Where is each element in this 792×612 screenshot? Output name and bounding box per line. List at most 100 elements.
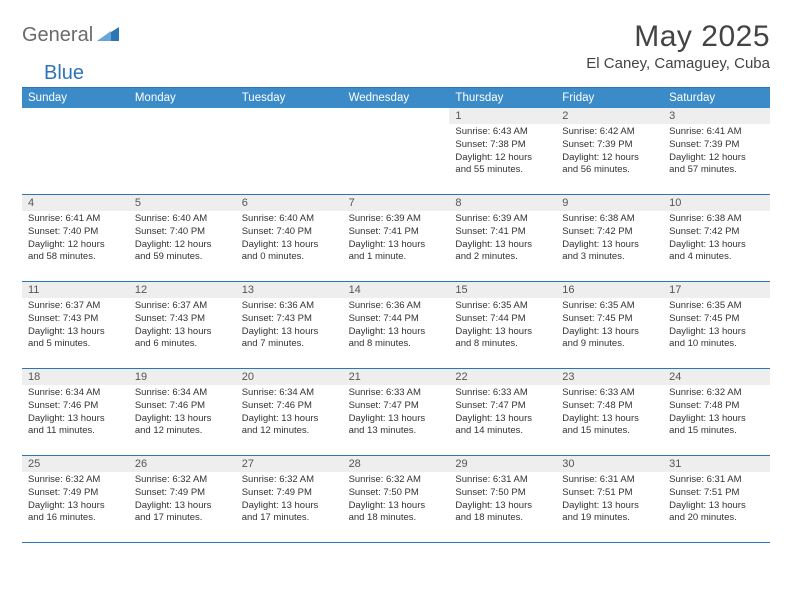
calendar-cell: 25Sunrise: 6:32 AMSunset: 7:49 PMDayligh… xyxy=(22,456,129,542)
day-number: 1 xyxy=(449,108,556,124)
day-info: Sunrise: 6:40 AMSunset: 7:40 PMDaylight:… xyxy=(236,211,343,268)
calendar-cell: 24Sunrise: 6:32 AMSunset: 7:48 PMDayligh… xyxy=(663,369,770,455)
day-info: Sunrise: 6:36 AMSunset: 7:44 PMDaylight:… xyxy=(343,298,450,355)
day-info: Sunrise: 6:39 AMSunset: 7:41 PMDaylight:… xyxy=(343,211,450,268)
calendar-cell: 18Sunrise: 6:34 AMSunset: 7:46 PMDayligh… xyxy=(22,369,129,455)
day-number: 25 xyxy=(22,456,129,472)
day-info: Sunrise: 6:32 AMSunset: 7:49 PMDaylight:… xyxy=(236,472,343,529)
calendar-cell: 19Sunrise: 6:34 AMSunset: 7:46 PMDayligh… xyxy=(129,369,236,455)
day-number: 24 xyxy=(663,369,770,385)
day-number: 3 xyxy=(663,108,770,124)
day-number: 13 xyxy=(236,282,343,298)
calendar-cell: 17Sunrise: 6:35 AMSunset: 7:45 PMDayligh… xyxy=(663,282,770,368)
day-info: Sunrise: 6:41 AMSunset: 7:40 PMDaylight:… xyxy=(22,211,129,268)
day-info: Sunrise: 6:39 AMSunset: 7:41 PMDaylight:… xyxy=(449,211,556,268)
calendar-cell: . xyxy=(343,108,450,194)
calendar-cell: 30Sunrise: 6:31 AMSunset: 7:51 PMDayligh… xyxy=(556,456,663,542)
calendar-cell: 3Sunrise: 6:41 AMSunset: 7:39 PMDaylight… xyxy=(663,108,770,194)
calendar-week: ....1Sunrise: 6:43 AMSunset: 7:38 PMDayl… xyxy=(22,108,770,195)
day-number: 22 xyxy=(449,369,556,385)
day-info: Sunrise: 6:31 AMSunset: 7:50 PMDaylight:… xyxy=(449,472,556,529)
day-info: Sunrise: 6:32 AMSunset: 7:50 PMDaylight:… xyxy=(343,472,450,529)
brand-logo: General xyxy=(22,20,121,47)
day-info: Sunrise: 6:35 AMSunset: 7:44 PMDaylight:… xyxy=(449,298,556,355)
day-number: 12 xyxy=(129,282,236,298)
day-number: 8 xyxy=(449,195,556,211)
calendar-cell: 28Sunrise: 6:32 AMSunset: 7:50 PMDayligh… xyxy=(343,456,450,542)
day-number: 7 xyxy=(343,195,450,211)
day-info: Sunrise: 6:42 AMSunset: 7:39 PMDaylight:… xyxy=(556,124,663,181)
calendar-cell: 26Sunrise: 6:32 AMSunset: 7:49 PMDayligh… xyxy=(129,456,236,542)
calendar-cell: 15Sunrise: 6:35 AMSunset: 7:44 PMDayligh… xyxy=(449,282,556,368)
calendar-cell: 5Sunrise: 6:40 AMSunset: 7:40 PMDaylight… xyxy=(129,195,236,281)
day-info: Sunrise: 6:41 AMSunset: 7:39 PMDaylight:… xyxy=(663,124,770,181)
calendar-week: 18Sunrise: 6:34 AMSunset: 7:46 PMDayligh… xyxy=(22,369,770,456)
day-number: 4 xyxy=(22,195,129,211)
day-info: Sunrise: 6:37 AMSunset: 7:43 PMDaylight:… xyxy=(129,298,236,355)
calendar-cell: 6Sunrise: 6:40 AMSunset: 7:40 PMDaylight… xyxy=(236,195,343,281)
calendar-page: General May 2025 El Caney, Camaguey, Cub… xyxy=(0,0,792,557)
day-number: 2 xyxy=(556,108,663,124)
day-number: 16 xyxy=(556,282,663,298)
day-info: Sunrise: 6:32 AMSunset: 7:49 PMDaylight:… xyxy=(129,472,236,529)
weekday-label: Wednesday xyxy=(343,88,450,108)
day-number: 29 xyxy=(449,456,556,472)
day-number: 27 xyxy=(236,456,343,472)
calendar-cell: 11Sunrise: 6:37 AMSunset: 7:43 PMDayligh… xyxy=(22,282,129,368)
day-info: Sunrise: 6:36 AMSunset: 7:43 PMDaylight:… xyxy=(236,298,343,355)
calendar-cell: 27Sunrise: 6:32 AMSunset: 7:49 PMDayligh… xyxy=(236,456,343,542)
day-number: 10 xyxy=(663,195,770,211)
brand-triangle-icon xyxy=(97,25,119,46)
brand-part2: Blue xyxy=(44,62,84,85)
calendar-cell: 2Sunrise: 6:42 AMSunset: 7:39 PMDaylight… xyxy=(556,108,663,194)
day-number: 11 xyxy=(22,282,129,298)
calendar-grid: Sunday Monday Tuesday Wednesday Thursday… xyxy=(22,87,770,543)
day-info: Sunrise: 6:31 AMSunset: 7:51 PMDaylight:… xyxy=(556,472,663,529)
calendar-cell: 31Sunrise: 6:31 AMSunset: 7:51 PMDayligh… xyxy=(663,456,770,542)
calendar-cell: 22Sunrise: 6:33 AMSunset: 7:47 PMDayligh… xyxy=(449,369,556,455)
day-info: Sunrise: 6:40 AMSunset: 7:40 PMDaylight:… xyxy=(129,211,236,268)
day-info: Sunrise: 6:32 AMSunset: 7:48 PMDaylight:… xyxy=(663,385,770,442)
weekday-label: Friday xyxy=(556,88,663,108)
day-number: 9 xyxy=(556,195,663,211)
weekday-label: Tuesday xyxy=(236,88,343,108)
calendar-week: 11Sunrise: 6:37 AMSunset: 7:43 PMDayligh… xyxy=(22,282,770,369)
day-number: 15 xyxy=(449,282,556,298)
calendar-week: 4Sunrise: 6:41 AMSunset: 7:40 PMDaylight… xyxy=(22,195,770,282)
calendar-cell: 29Sunrise: 6:31 AMSunset: 7:50 PMDayligh… xyxy=(449,456,556,542)
day-number: 31 xyxy=(663,456,770,472)
day-number: 28 xyxy=(343,456,450,472)
day-number: 14 xyxy=(343,282,450,298)
calendar-cell: 7Sunrise: 6:39 AMSunset: 7:41 PMDaylight… xyxy=(343,195,450,281)
brand-part1: General xyxy=(22,24,93,47)
calendar-cell: 21Sunrise: 6:33 AMSunset: 7:47 PMDayligh… xyxy=(343,369,450,455)
calendar-cell: . xyxy=(129,108,236,194)
day-info: Sunrise: 6:31 AMSunset: 7:51 PMDaylight:… xyxy=(663,472,770,529)
day-info: Sunrise: 6:33 AMSunset: 7:48 PMDaylight:… xyxy=(556,385,663,442)
calendar-week: 25Sunrise: 6:32 AMSunset: 7:49 PMDayligh… xyxy=(22,456,770,543)
calendar-cell: 13Sunrise: 6:36 AMSunset: 7:43 PMDayligh… xyxy=(236,282,343,368)
day-info: Sunrise: 6:33 AMSunset: 7:47 PMDaylight:… xyxy=(343,385,450,442)
day-number: 17 xyxy=(663,282,770,298)
day-number: 23 xyxy=(556,369,663,385)
title-block: May 2025 El Caney, Camaguey, Cuba xyxy=(586,20,770,72)
day-number: 6 xyxy=(236,195,343,211)
day-info: Sunrise: 6:35 AMSunset: 7:45 PMDaylight:… xyxy=(556,298,663,355)
day-info: Sunrise: 6:37 AMSunset: 7:43 PMDaylight:… xyxy=(22,298,129,355)
day-info: Sunrise: 6:34 AMSunset: 7:46 PMDaylight:… xyxy=(22,385,129,442)
day-number: 5 xyxy=(129,195,236,211)
day-info: Sunrise: 6:33 AMSunset: 7:47 PMDaylight:… xyxy=(449,385,556,442)
day-info: Sunrise: 6:32 AMSunset: 7:49 PMDaylight:… xyxy=(22,472,129,529)
day-number: 18 xyxy=(22,369,129,385)
day-info: Sunrise: 6:38 AMSunset: 7:42 PMDaylight:… xyxy=(556,211,663,268)
day-info: Sunrise: 6:34 AMSunset: 7:46 PMDaylight:… xyxy=(129,385,236,442)
calendar-cell: 23Sunrise: 6:33 AMSunset: 7:48 PMDayligh… xyxy=(556,369,663,455)
location-label: El Caney, Camaguey, Cuba xyxy=(586,55,770,72)
day-info: Sunrise: 6:38 AMSunset: 7:42 PMDaylight:… xyxy=(663,211,770,268)
day-info: Sunrise: 6:35 AMSunset: 7:45 PMDaylight:… xyxy=(663,298,770,355)
day-number: 19 xyxy=(129,369,236,385)
calendar-cell: 4Sunrise: 6:41 AMSunset: 7:40 PMDaylight… xyxy=(22,195,129,281)
day-number: 30 xyxy=(556,456,663,472)
calendar-cell: 12Sunrise: 6:37 AMSunset: 7:43 PMDayligh… xyxy=(129,282,236,368)
weekday-header: Sunday Monday Tuesday Wednesday Thursday… xyxy=(22,88,770,108)
